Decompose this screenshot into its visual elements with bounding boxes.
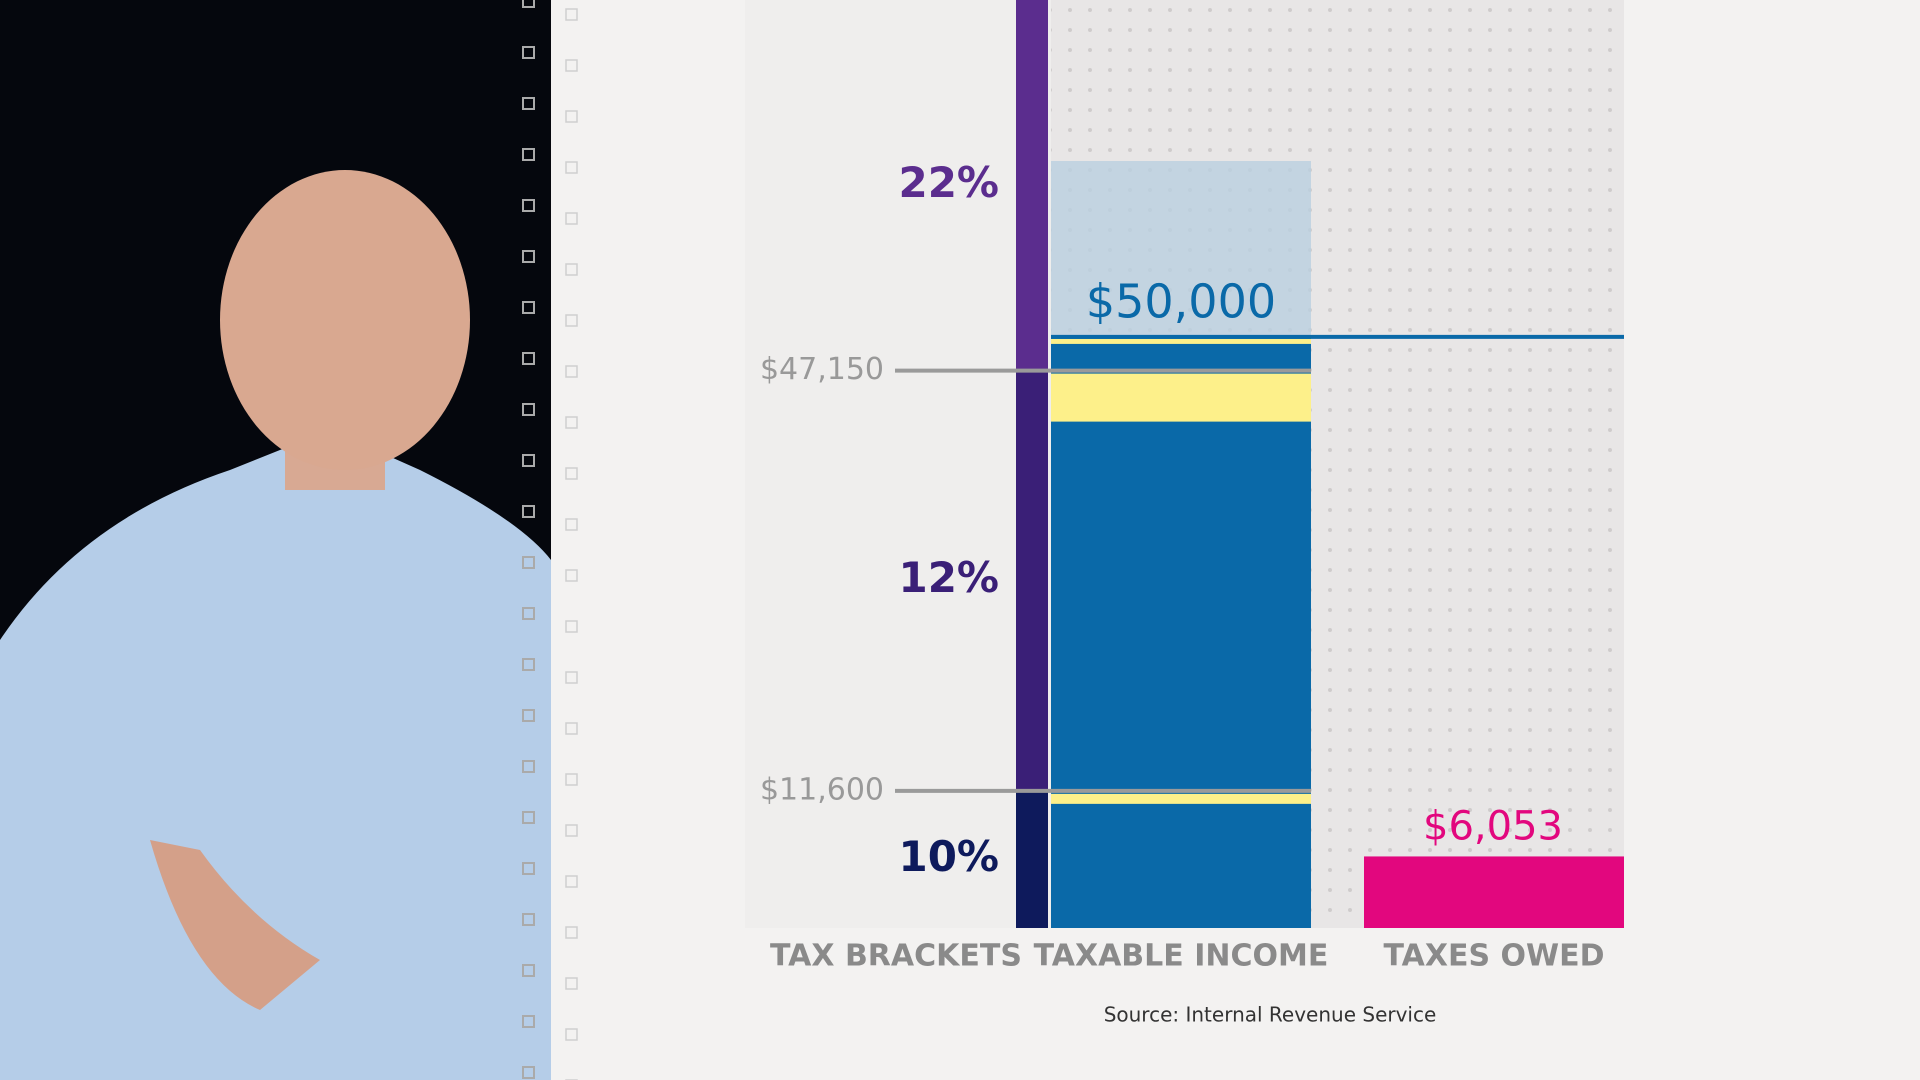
marker <box>522 760 535 773</box>
marker <box>522 913 535 926</box>
marker <box>522 0 535 8</box>
marker <box>522 607 535 620</box>
marker <box>522 1015 535 1028</box>
bracket-rate-label: 12% <box>898 553 999 602</box>
marker <box>522 811 535 824</box>
marker <box>565 518 578 531</box>
bracket-rate-label: 22% <box>898 158 999 207</box>
marker <box>565 263 578 276</box>
bracket-segment <box>1016 0 1048 371</box>
marker <box>522 454 535 467</box>
marker <box>565 926 578 939</box>
marker <box>565 467 578 480</box>
highlight-stripe <box>1051 338 1311 344</box>
film-markers <box>522 0 578 1080</box>
marker <box>522 403 535 416</box>
category-label: TAXES OWED <box>1383 939 1604 974</box>
category-label: TAX BRACKETS <box>770 939 1022 974</box>
marker <box>522 658 535 671</box>
taxes-bar <box>1364 856 1624 928</box>
marker <box>565 722 578 735</box>
marker <box>522 250 535 263</box>
marker <box>565 875 578 888</box>
marker <box>565 569 578 582</box>
marker <box>565 620 578 633</box>
category-label: TAXABLE INCOME <box>1034 939 1329 974</box>
marker <box>565 977 578 990</box>
marker <box>565 824 578 837</box>
marker <box>522 46 535 59</box>
marker <box>565 212 578 225</box>
marker <box>522 556 535 569</box>
marker <box>522 1066 535 1079</box>
marker <box>522 862 535 875</box>
marker <box>565 365 578 378</box>
marker <box>522 964 535 977</box>
threshold-label: $11,600 <box>760 772 884 807</box>
presenter-hand <box>150 840 320 1010</box>
bracket-rate-label: 10% <box>898 832 999 881</box>
marker <box>522 148 535 161</box>
previous-income-shade <box>1051 161 1311 336</box>
income-bar <box>1051 336 1311 928</box>
marker <box>565 1028 578 1041</box>
chart-panel <box>745 0 1051 928</box>
bracket-segment <box>1016 790 1048 928</box>
income-label: $50,000 <box>1086 274 1276 328</box>
marker <box>565 110 578 123</box>
marker <box>522 709 535 722</box>
marker <box>522 505 535 518</box>
bracket-segment <box>1016 370 1048 791</box>
presenter-shirt <box>0 430 551 1080</box>
marker <box>565 416 578 429</box>
presenter-head <box>220 170 470 470</box>
marker <box>565 671 578 684</box>
marker <box>565 773 578 786</box>
taxes-label: $6,053 <box>1423 803 1563 849</box>
marker <box>522 199 535 212</box>
chart: 10% 12% 22% $50,000 $11,600 $47,150 $6,053 TAX … <box>760 0 1624 1027</box>
marker <box>522 97 535 110</box>
marker <box>522 352 535 365</box>
marker <box>522 301 535 314</box>
marker <box>565 161 578 174</box>
highlight-stripe <box>1051 373 1311 422</box>
threshold-label: $47,150 <box>760 352 884 387</box>
marker <box>565 8 578 21</box>
highlight-stripe <box>1051 793 1311 804</box>
marker <box>565 314 578 327</box>
marker <box>565 59 578 72</box>
source-note: Source: Internal Revenue Service <box>1104 1003 1437 1027</box>
